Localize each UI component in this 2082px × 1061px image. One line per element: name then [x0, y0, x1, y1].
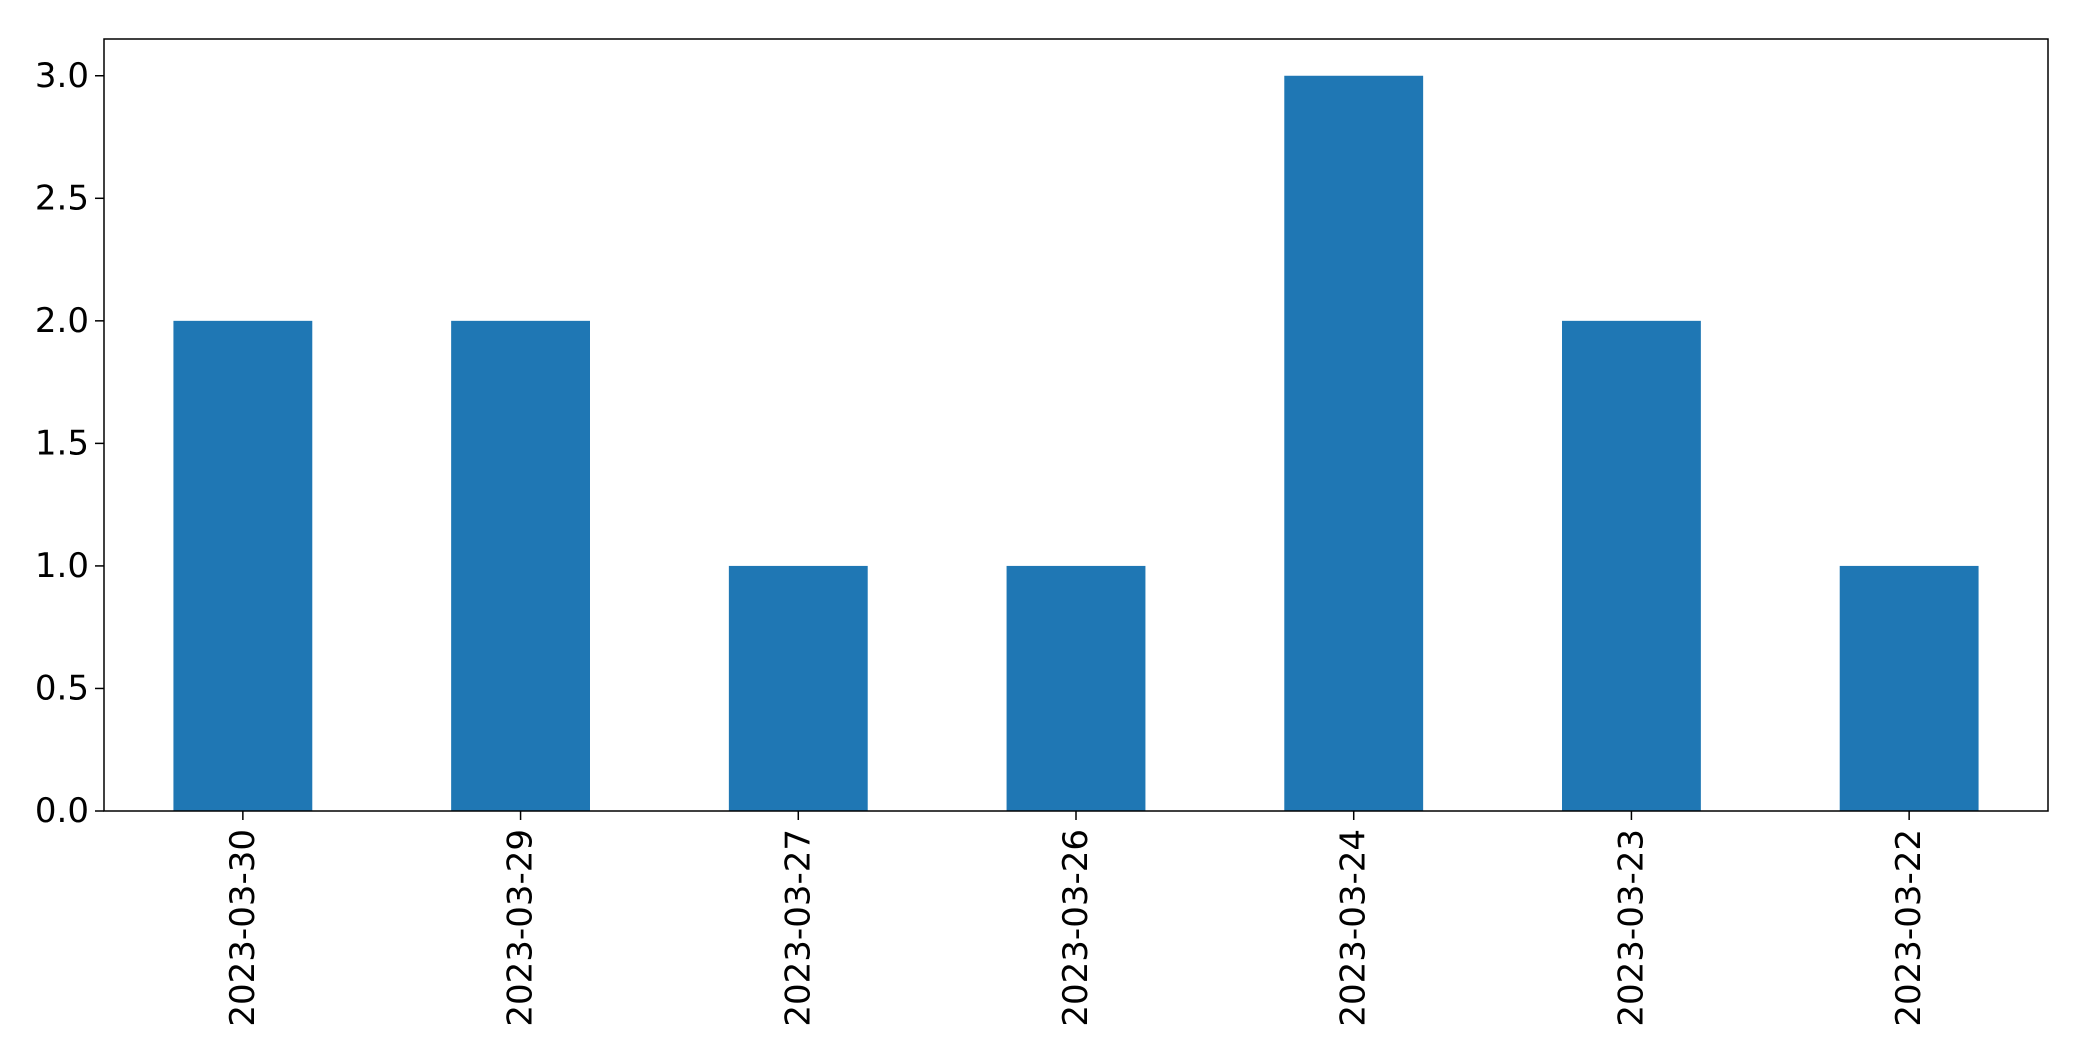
x-tick-label: 2023-03-27	[778, 829, 818, 1027]
x-tick-label: 2023-03-26	[1056, 829, 1096, 1027]
plot-frame	[103, 38, 2049, 812]
y-tick-label: 2.0	[35, 301, 89, 341]
bar-2023-03-27	[728, 565, 868, 811]
bar-2023-03-26	[1006, 565, 1146, 811]
x-tick-label: 2023-03-29	[501, 829, 541, 1027]
y-tick-label: 0.5	[35, 668, 89, 708]
x-axis-ticks: 2023-03-30 2023-03-29 2023-03-27 2023-03-26…	[223, 811, 1929, 1027]
x-tick-label: 2023-03-23	[1611, 829, 1651, 1027]
y-tick-label: 2.5	[35, 178, 89, 218]
y-tick-label: 1.0	[35, 546, 89, 586]
bar-2023-03-23	[1562, 320, 1701, 811]
y-tick-label: 0.0	[35, 791, 89, 831]
x-tick-label: 2023-03-30	[223, 829, 263, 1027]
y-axis-ticks: 0.0 0.5 1.0 1.5 2.0 2.5 3.0	[35, 56, 104, 831]
x-tick-label: 2023-03-24	[1334, 829, 1374, 1027]
bar-2023-03-22	[1839, 565, 1979, 811]
bar-2023-03-30	[173, 320, 313, 811]
y-tick-label: 3.0	[35, 56, 89, 96]
y-tick-label: 1.5	[35, 423, 89, 463]
x-tick-label: 2023-03-22	[1889, 829, 1929, 1027]
bar-2023-03-24	[1284, 75, 1424, 811]
bars-group	[173, 75, 1979, 811]
bar-2023-03-29	[451, 320, 590, 811]
